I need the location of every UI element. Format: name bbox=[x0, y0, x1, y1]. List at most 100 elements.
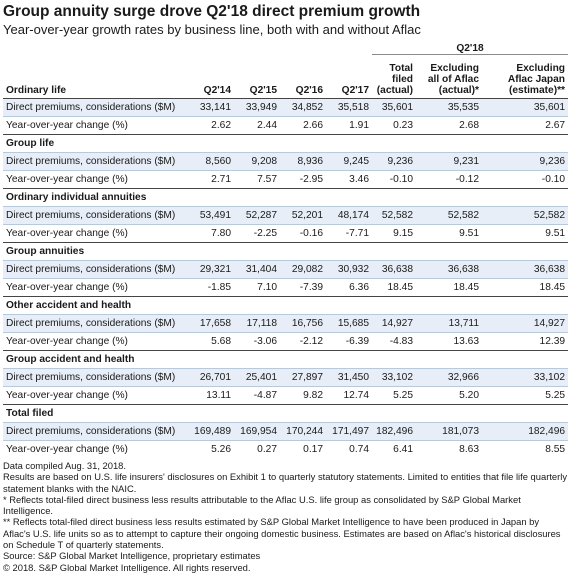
row-label: Direct premiums, considerations ($M) bbox=[3, 422, 188, 441]
table-cell: 52,287 bbox=[234, 206, 280, 225]
table-cell: -0.12 bbox=[455, 174, 479, 185]
table-cell: 2.66 bbox=[303, 120, 323, 131]
table-cell: 2.62 bbox=[211, 120, 231, 131]
change-row: Year-over-year change (%) 2.62 2.44 2.66 1.9… bbox=[3, 117, 568, 135]
table-cell: 52,582 bbox=[372, 206, 416, 225]
table-cell: 31,404 bbox=[234, 260, 280, 279]
table-cell: -4.87 bbox=[253, 390, 277, 401]
premiums-row: Direct premiums, considerations ($M) 169,… bbox=[3, 422, 569, 441]
section-header: Group life bbox=[3, 134, 569, 153]
table-cell: 26,701 bbox=[188, 368, 234, 387]
table-cell: 5.25 bbox=[545, 390, 566, 401]
table-cell: -6.39 bbox=[345, 336, 369, 347]
q218-group-header: Q2'18 bbox=[372, 41, 569, 55]
table-cell: 27,897 bbox=[280, 368, 326, 387]
table-cell: 8.63 bbox=[459, 444, 479, 455]
premiums-row: Direct premiums, considerations ($M) 8,56… bbox=[3, 152, 569, 171]
table-cell: 5.25 bbox=[393, 390, 413, 401]
change-row: Year-over-year change (%) 5.26 0.27 0.17 0.7… bbox=[3, 441, 568, 459]
group-header-row: Q2'18 bbox=[3, 41, 569, 55]
figure-subtitle: Year-over-year growth rates by business … bbox=[3, 22, 421, 37]
table-cell: 16,756 bbox=[280, 314, 326, 333]
col-header-total-filed: Total filed (actual) bbox=[372, 54, 416, 99]
table-cell: -7.71 bbox=[345, 228, 369, 239]
table-cell: 53,491 bbox=[188, 206, 234, 225]
table-cell: 33,102 bbox=[372, 368, 416, 387]
table-cell: 2.44 bbox=[257, 120, 277, 131]
table-cell: 14,927 bbox=[482, 314, 569, 333]
col-header-line: all of Aflac bbox=[427, 74, 479, 85]
table-cell: 8,936 bbox=[280, 152, 326, 171]
table-cell: 2.71 bbox=[211, 174, 231, 185]
table-cell: 9,236 bbox=[482, 152, 569, 171]
table-cell: 33,141 bbox=[188, 98, 234, 117]
premiums-row: Direct premiums, considerations ($M) 17,6… bbox=[3, 314, 569, 333]
section-header-row: Group life bbox=[3, 134, 569, 153]
table-cell: 2.67 bbox=[545, 120, 566, 131]
table-cell: 9.15 bbox=[393, 228, 413, 239]
table-cell: 31,450 bbox=[326, 368, 372, 387]
table-cell: 17,658 bbox=[188, 314, 234, 333]
table-cell: 9.51 bbox=[545, 228, 566, 239]
table-cell: 0.23 bbox=[393, 120, 413, 131]
table-cell: -0.16 bbox=[299, 228, 323, 239]
footnotes: Data compiled Aug. 31, 2018. Results are… bbox=[3, 460, 568, 573]
table-cell: 171,497 bbox=[326, 422, 372, 441]
table-cell: 7.10 bbox=[257, 282, 277, 293]
col-header-line: filed bbox=[392, 74, 413, 85]
change-row: Year-over-year change (%) 2.71 7.57 -2.95 3.… bbox=[3, 171, 568, 189]
table-cell: 36,638 bbox=[482, 260, 569, 279]
table-cell: 181,073 bbox=[416, 422, 482, 441]
table-cell: 13.11 bbox=[206, 390, 231, 401]
table-cell: 14,927 bbox=[372, 314, 416, 333]
section-header: Other accident and health bbox=[3, 296, 569, 315]
table-cell: 32,966 bbox=[416, 368, 482, 387]
row-label: Year-over-year change (%) bbox=[6, 444, 128, 455]
table-cell: 35,535 bbox=[416, 98, 482, 117]
section-header-row: Ordinary individual annuities bbox=[3, 188, 569, 207]
table-cell: 33,102 bbox=[482, 368, 569, 387]
row-label: Direct premiums, considerations ($M) bbox=[3, 206, 188, 225]
footnote: * Reflects total-filed direct business l… bbox=[3, 493, 521, 517]
table-cell: 7.80 bbox=[211, 228, 231, 239]
table-cell: -7.39 bbox=[299, 282, 323, 293]
change-row: Year-over-year change (%) -1.85 7.10 -7.39 6… bbox=[3, 279, 568, 297]
section-header-ordinary-life: Ordinary life bbox=[3, 54, 188, 99]
section-header: Group annuities bbox=[3, 242, 569, 261]
table-cell: 17,118 bbox=[234, 314, 280, 333]
table-cell: 52,582 bbox=[482, 206, 569, 225]
table-cell: 13,711 bbox=[416, 314, 482, 333]
table-cell: -1.85 bbox=[207, 282, 231, 293]
section-header: Ordinary individual annuities bbox=[3, 188, 569, 207]
table-cell: -0.10 bbox=[389, 174, 413, 185]
col-header-line: Aflac Japan bbox=[507, 74, 566, 85]
premiums-row: Direct premiums, considerations ($M) 33,1… bbox=[3, 98, 569, 117]
row-label: Year-over-year change (%) bbox=[6, 120, 128, 131]
footnote: Source: S&P Global Market Intelligence, … bbox=[3, 550, 261, 562]
row-label: Direct premiums, considerations ($M) bbox=[3, 98, 188, 117]
change-row: Year-over-year change (%) 7.80 -2.25 -0.16 -… bbox=[3, 225, 568, 243]
table-cell: 169,954 bbox=[234, 422, 280, 441]
col-header-excluding-aflac-japan: Excluding Aflac Japan (estimate)** bbox=[482, 54, 569, 99]
table-cell: 5.20 bbox=[459, 390, 479, 401]
table-cell: 18.45 bbox=[387, 282, 414, 293]
column-header-row: Ordinary life Q2'14 Q2'15 Q2'16 Q2'17 To… bbox=[3, 54, 569, 99]
premium-growth-table: Q2'18 Ordinary life Q2'14 Q2'15 Q2'16 Q2… bbox=[3, 41, 569, 459]
col-header-q214: Q2'14 bbox=[188, 54, 234, 99]
figure-title: Group annuity surge drove Q2'18 direct p… bbox=[3, 3, 421, 20]
table-cell: -0.10 bbox=[541, 174, 566, 185]
table-cell: 9.82 bbox=[303, 390, 323, 401]
row-label: Year-over-year change (%) bbox=[6, 228, 128, 239]
table-cell: 25,401 bbox=[234, 368, 280, 387]
table-cell: 33,949 bbox=[234, 98, 280, 117]
footnote: Data compiled Aug. 31, 2018. bbox=[3, 460, 127, 471]
table-cell: 8.55 bbox=[545, 444, 566, 455]
table-cell: 8,560 bbox=[188, 152, 234, 171]
col-header-line: (estimate)** bbox=[508, 85, 566, 96]
table-cell: 34,852 bbox=[280, 98, 326, 117]
col-header-line: (actual)* bbox=[438, 85, 479, 96]
change-row: Year-over-year change (%) 13.11 -4.87 9.82 1… bbox=[3, 387, 568, 405]
table-cell: 1.91 bbox=[349, 120, 369, 131]
row-label: Year-over-year change (%) bbox=[6, 336, 128, 347]
figure: Group annuity surge drove Q2'18 direct p… bbox=[0, 3, 571, 573]
